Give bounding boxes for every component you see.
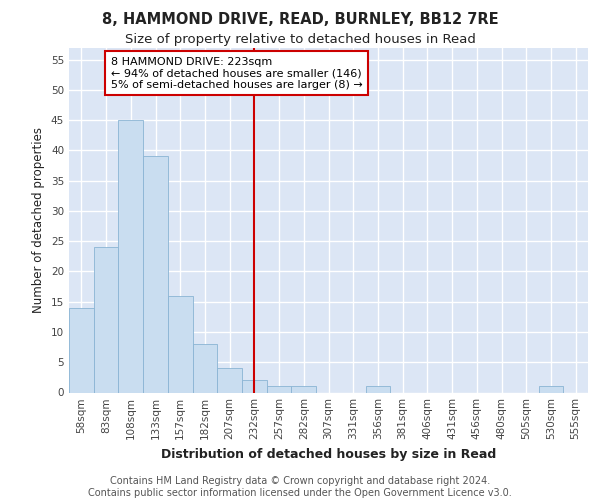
Bar	[69, 308, 94, 392]
Bar	[193, 344, 217, 393]
Bar	[539, 386, 563, 392]
Text: 8, HAMMOND DRIVE, READ, BURNLEY, BB12 7RE: 8, HAMMOND DRIVE, READ, BURNLEY, BB12 7R…	[101, 12, 499, 28]
Bar	[292, 386, 316, 392]
Text: 8 HAMMOND DRIVE: 223sqm
← 94% of detached houses are smaller (146)
5% of semi-de: 8 HAMMOND DRIVE: 223sqm ← 94% of detache…	[111, 56, 363, 90]
Bar	[118, 120, 143, 392]
X-axis label: Distribution of detached houses by size in Read: Distribution of detached houses by size …	[161, 448, 496, 461]
Bar	[143, 156, 168, 392]
Bar	[168, 296, 193, 392]
Bar	[365, 386, 390, 392]
Bar	[267, 386, 292, 392]
Text: Contains HM Land Registry data © Crown copyright and database right 2024.
Contai: Contains HM Land Registry data © Crown c…	[88, 476, 512, 498]
Bar	[242, 380, 267, 392]
Bar	[217, 368, 242, 392]
Text: Size of property relative to detached houses in Read: Size of property relative to detached ho…	[125, 32, 475, 46]
Y-axis label: Number of detached properties: Number of detached properties	[32, 127, 46, 313]
Bar	[94, 247, 118, 392]
